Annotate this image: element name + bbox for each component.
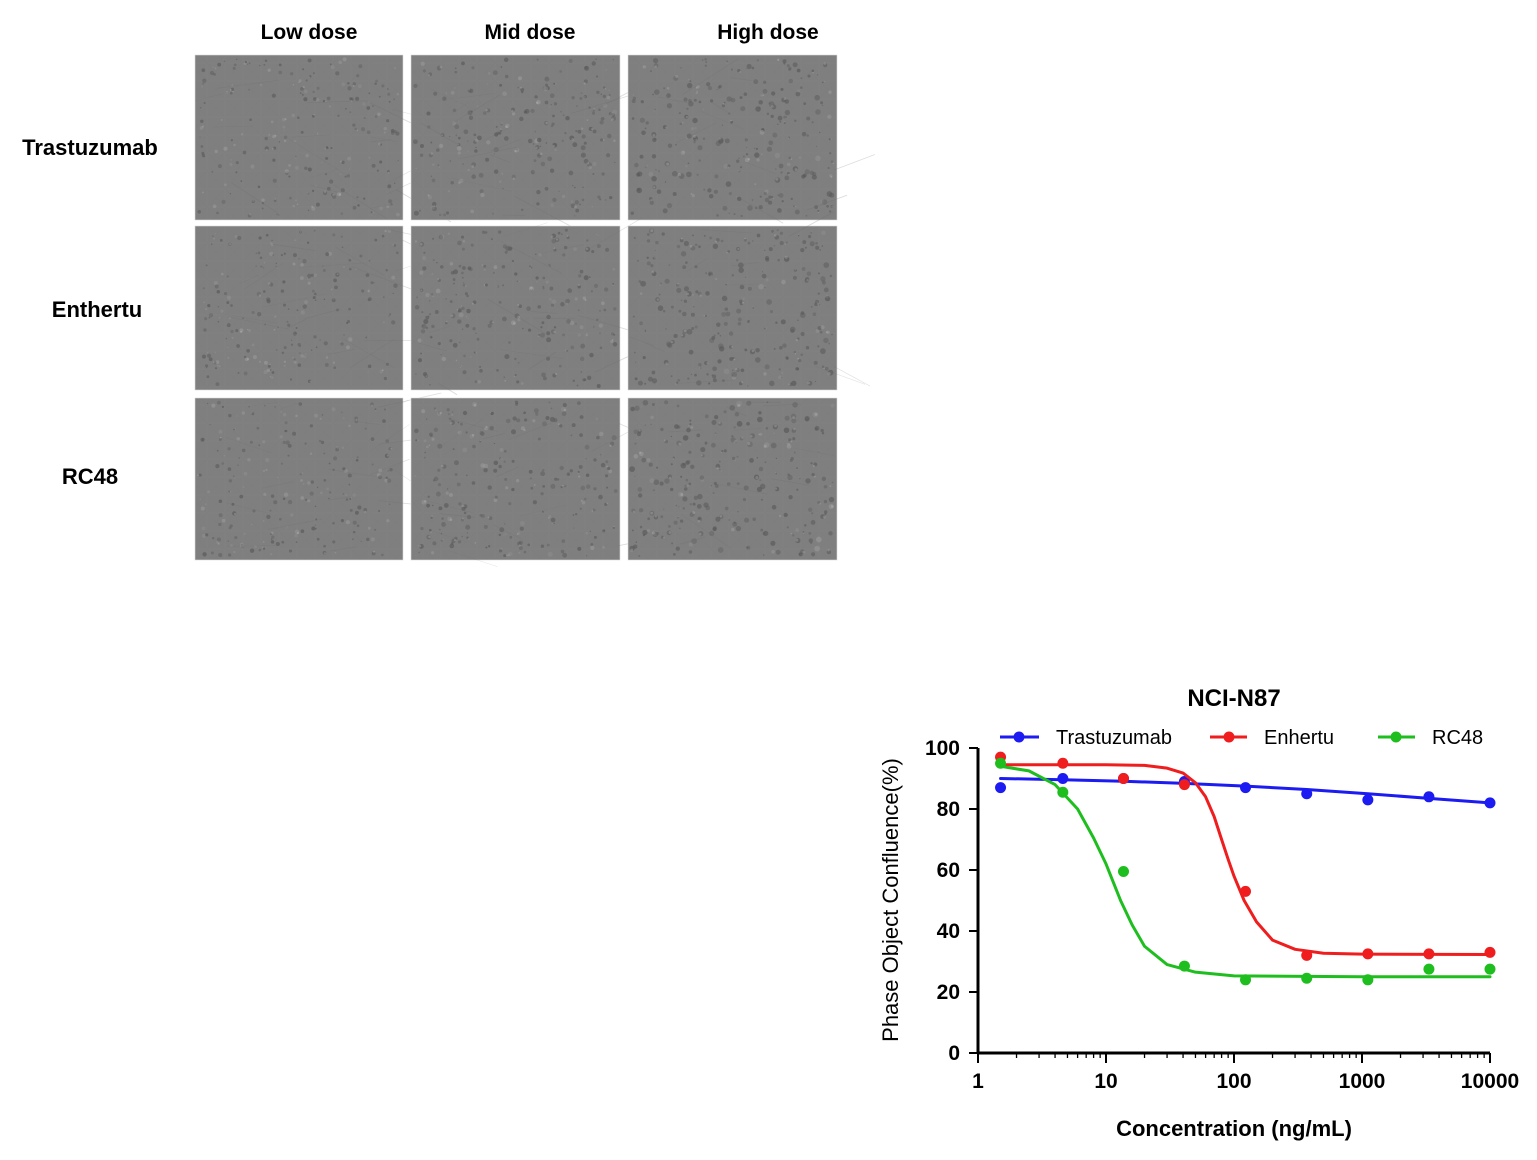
enhertu-point-3 [1179, 779, 1190, 790]
rc48-high-dose-micrograph [628, 398, 837, 560]
enthertu-mid-dose-micrograph [411, 218, 649, 395]
enthertu-high-dose-micrograph [628, 212, 870, 390]
y-tick-label-0: 0 [948, 1042, 960, 1065]
figure-root: Low dose Mid dose High dose Trastuzumab Enth… [0, 0, 1537, 580]
legend-marker-enhertu [1224, 732, 1235, 743]
trastuzumab-point-4 [1240, 782, 1251, 793]
legend-label-trastuzumab: Trastuzumab [1056, 727, 1172, 749]
legend-label-enhertu: Enhertu [1264, 727, 1334, 749]
enhertu-point-6 [1362, 948, 1373, 959]
x-axis-label: Concentration (ng/mL) [1116, 1116, 1352, 1141]
micrograph-panel: Low dose Mid dose High dose Trastuzumab Enth… [0, 0, 1537, 580]
x-tick-label-1: 1 [972, 1070, 984, 1093]
enhertu-fit-line [1001, 765, 1490, 955]
y-tick-label-40: 40 [937, 920, 960, 943]
row-label-trastuzumab: Trastuzumab [22, 135, 158, 160]
rc48-point-8 [1485, 964, 1496, 975]
trastuzumab-point-7 [1423, 791, 1434, 802]
legend-marker-trastuzumab [1014, 732, 1025, 743]
chart-title: NCI-N87 [1187, 685, 1280, 712]
enhertu-point-1 [1057, 758, 1068, 769]
column-header-mid-dose: Mid dose [484, 21, 575, 44]
enhertu-point-7 [1423, 948, 1434, 959]
rc48-point-3 [1179, 961, 1190, 972]
row-label-enthertu: Enthertu [52, 297, 142, 322]
column-header-high-dose: High dose [717, 21, 819, 44]
dose-response-chart: NCI-N87 0 20 40 60 80 100 1 10 100 1000 10000 Concen… [0, 580, 1537, 1160]
rc48-point-0 [995, 758, 1006, 769]
x-tick-label-10000: 10000 [1461, 1070, 1519, 1093]
rc48-point-4 [1240, 974, 1251, 985]
x-tick-label-1000: 1000 [1339, 1070, 1386, 1093]
y-tick-label-20: 20 [937, 981, 960, 1004]
x-tick-label-100: 100 [1216, 1070, 1251, 1093]
rc48-point-1 [1057, 787, 1068, 798]
enhertu-point-5 [1301, 950, 1312, 961]
trastuzumab-point-6 [1362, 794, 1373, 805]
rc48-point-2 [1118, 866, 1129, 877]
trastuzumab-high-dose-micrograph [628, 55, 875, 223]
y-tick-label-80: 80 [937, 798, 960, 821]
trastuzumab-point-0 [995, 782, 1006, 793]
enhertu-point-2 [1118, 773, 1129, 784]
trastuzumab-point-5 [1301, 788, 1312, 799]
rc48-low-dose-micrograph [195, 393, 441, 560]
rc48-point-7 [1423, 964, 1434, 975]
trastuzumab-point-1 [1057, 773, 1068, 784]
y-tick-label-60: 60 [937, 859, 960, 882]
legend-marker-rc48 [1391, 732, 1402, 743]
trastuzumab-mid-dose-micrograph [411, 55, 633, 228]
micrograph-svg: Low dose Mid dose High dose Trastuzumab Enth… [0, 0, 1537, 580]
enhertu-point-4 [1240, 886, 1251, 897]
y-tick-label-100: 100 [925, 737, 960, 760]
x-tick-label-10: 10 [1094, 1070, 1117, 1093]
rc48-point-5 [1301, 973, 1312, 984]
y-axis-label: Phase Object Confluence(%) [878, 758, 903, 1042]
legend-label-rc48: RC48 [1432, 727, 1483, 749]
chart-panel: NCI-N87 0 20 40 60 80 100 1 10 100 1000 10000 Concen… [0, 580, 1537, 1160]
row-label-rc48: RC48 [62, 464, 118, 489]
trastuzumab-point-8 [1485, 797, 1496, 808]
enhertu-point-8 [1485, 947, 1496, 958]
column-header-low-dose: Low dose [261, 21, 358, 44]
rc48-point-6 [1362, 974, 1373, 985]
